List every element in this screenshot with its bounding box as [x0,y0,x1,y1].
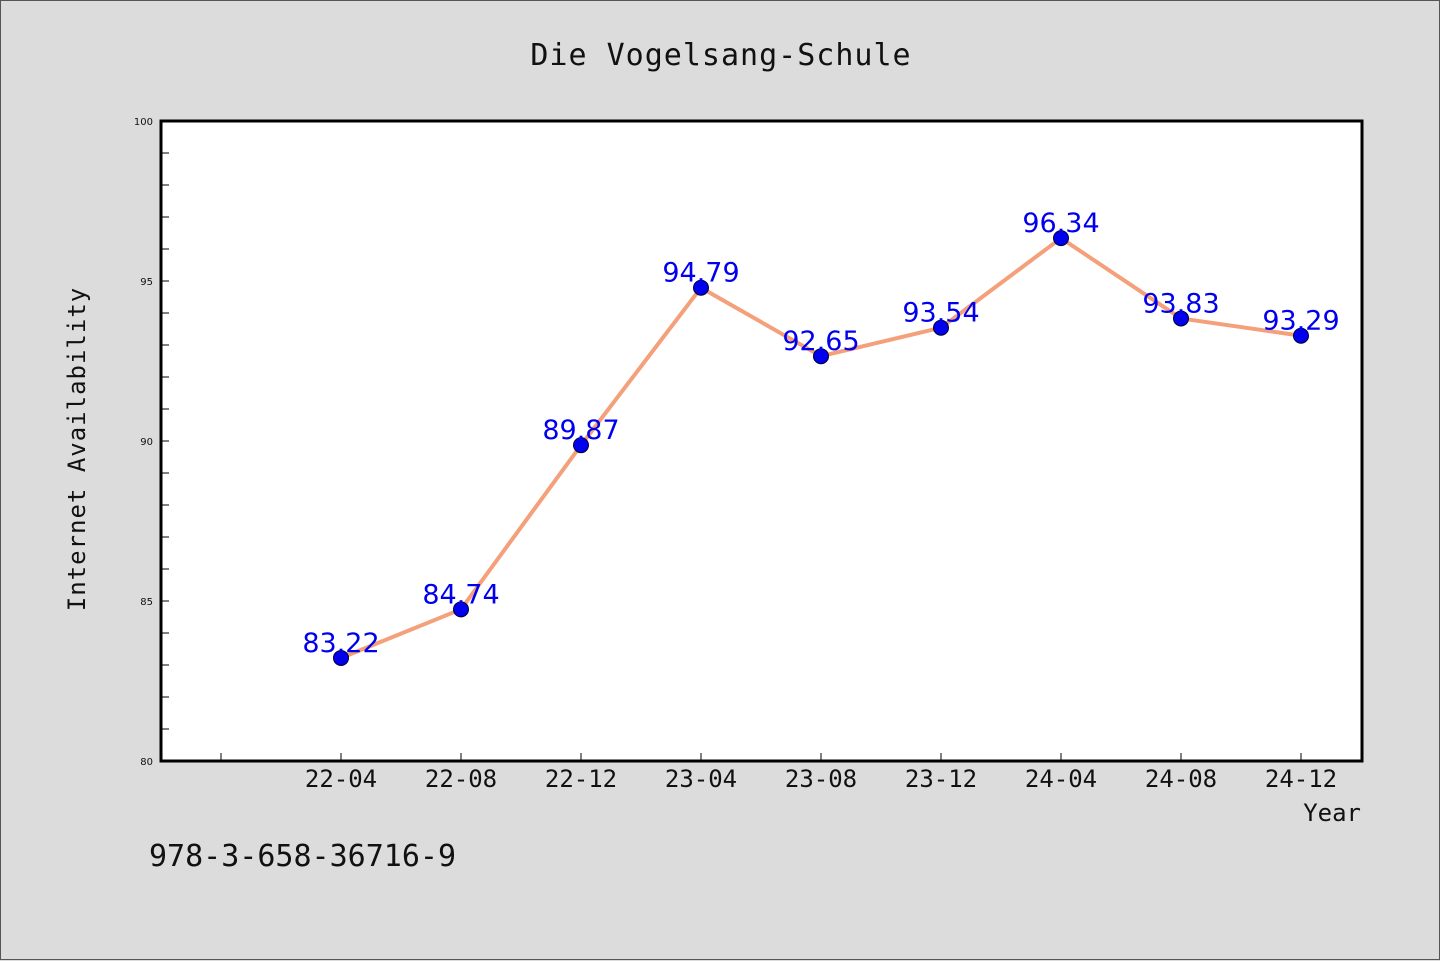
data-label: 84.74 [422,579,499,610]
data-point [1173,310,1189,327]
data-label: 93.83 [1142,288,1219,319]
x-tick-label: 22-12 [545,765,617,793]
chart-title: Die Vogelsang-Schule [530,38,911,73]
x-tick-label: 22-08 [425,765,497,793]
x-tick-label: 24-08 [1145,765,1217,793]
plot-border [159,119,1364,763]
x-axis: 22-04 22-08 22-12 23-04 23-08 23-12 24-04 24-08… [220,753,1337,793]
data-label: 93.29 [1262,306,1339,337]
data-label: 92.65 [782,326,859,357]
data-label: 94.79 [662,258,739,289]
y-axis-label: Internet Availability [63,287,91,611]
x-axis-label: Year [1303,799,1361,827]
y-tick-label: 85 [140,597,153,608]
y-tick-label: 90 [140,437,153,448]
data-label: 93.54 [902,298,979,329]
data-label: 89.87 [542,415,619,446]
x-tick-label: 24-12 [1265,765,1337,793]
data-point [333,649,349,666]
x-tick-label: 23-04 [665,765,737,793]
data-point [813,348,829,365]
data-point [1293,327,1309,344]
data-point [693,279,709,296]
series-line-group: 83.22 84.74 89.87 94.79 92.65 93.54 96.34 93.83… [302,208,1340,666]
x-tick-label: 23-08 [785,765,857,793]
footnote-isbn: 978-3-658-36716-9 [149,839,456,874]
data-label: 83.22 [302,628,379,659]
data-point [1053,230,1069,247]
data-point [453,601,469,618]
data-label: 96.34 [1022,208,1099,239]
data-point [573,437,589,454]
x-tick-label: 23-12 [905,765,977,793]
y-tick-label: 100 [134,117,153,128]
data-point [933,319,949,336]
plot-area [161,121,1362,761]
y-tick-label: 95 [140,277,153,288]
x-tick-label: 22-04 [305,765,377,793]
y-tick-label: 80 [140,757,153,768]
x-tick-label: 24-04 [1025,765,1097,793]
